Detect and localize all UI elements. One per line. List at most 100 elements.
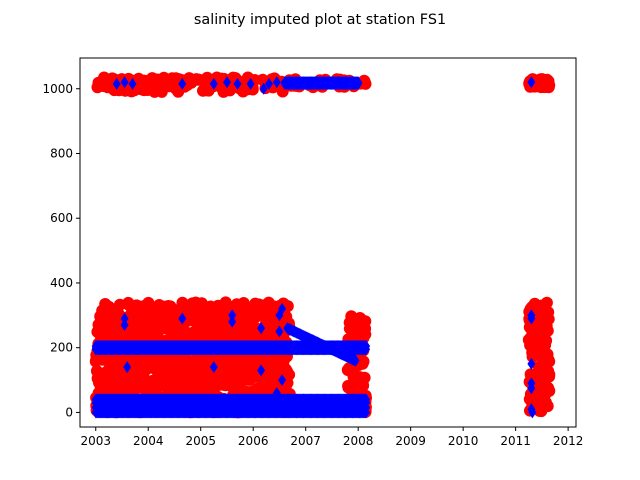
- plot-frame: [79, 57, 577, 428]
- red-point: [223, 330, 236, 343]
- x-tick-label: 2005: [185, 434, 216, 448]
- red-point: [356, 330, 369, 343]
- red-point: [524, 339, 537, 352]
- red-point: [202, 77, 215, 90]
- red-point: [187, 309, 200, 321]
- x-tick-label: 2008: [343, 434, 374, 448]
- red-point: [259, 376, 272, 389]
- red-point: [540, 296, 553, 309]
- x-tick-label: 2003: [80, 434, 111, 448]
- y-tick-label: 200: [50, 341, 73, 355]
- red-point: [242, 328, 255, 341]
- red-point: [98, 71, 111, 84]
- blue-point: [178, 312, 187, 325]
- blue-point: [246, 77, 255, 90]
- red-point: [184, 370, 197, 383]
- red-point: [214, 378, 227, 391]
- red-point: [197, 321, 210, 334]
- blue-point: [265, 77, 273, 90]
- blue-point: [120, 76, 129, 89]
- blue-point: [220, 403, 229, 416]
- red-point: [279, 363, 292, 376]
- blue-point: [233, 77, 242, 90]
- blue-point: [527, 312, 536, 325]
- y-tick-label: 400: [50, 276, 73, 290]
- red-point: [164, 300, 177, 313]
- blue-point: [362, 393, 371, 406]
- blue-point: [120, 312, 129, 325]
- red-point: [219, 296, 232, 309]
- plot-area: [89, 71, 556, 419]
- y-tick-label: 1000: [42, 82, 73, 96]
- red-point: [145, 375, 158, 388]
- blue-point: [112, 77, 121, 90]
- red-point: [114, 366, 127, 379]
- red-point: [537, 381, 550, 394]
- blue-point: [249, 404, 258, 417]
- red-point: [230, 298, 243, 311]
- red-point: [105, 329, 118, 342]
- red-point: [541, 324, 554, 337]
- y-axis: 0 200 400 600 800 1000: [42, 82, 80, 419]
- y-tick-label: 0: [65, 405, 73, 419]
- red-point: [96, 327, 108, 340]
- red-point: [261, 300, 274, 313]
- red-point: [198, 374, 211, 387]
- blue-point: [278, 302, 287, 315]
- chart-title: salinity imputed plot at station FS1: [194, 12, 446, 28]
- red-point: [151, 73, 164, 86]
- red-point: [109, 312, 122, 325]
- x-tick-label: 2004: [133, 434, 164, 448]
- x-tick-label: 2006: [238, 434, 269, 448]
- red-point: [178, 298, 191, 311]
- y-tick-label: 800: [50, 146, 73, 160]
- red-point: [139, 359, 151, 372]
- blue-point: [259, 82, 268, 95]
- blue-point: [272, 76, 281, 89]
- blue-point: [209, 361, 218, 374]
- red-point: [97, 306, 109, 319]
- red-point: [185, 76, 198, 89]
- blue-point: [123, 361, 132, 374]
- red-point: [534, 402, 547, 415]
- red-point: [140, 325, 153, 338]
- blue-point: [120, 319, 129, 331]
- blue-point: [262, 404, 271, 417]
- blue-point: [354, 76, 363, 89]
- red-point: [159, 358, 172, 371]
- red-point: [541, 348, 554, 361]
- red-point: [117, 381, 130, 394]
- red-point: [204, 308, 217, 321]
- blue-point: [123, 400, 132, 412]
- red-point: [129, 314, 142, 327]
- blue-point: [223, 76, 231, 89]
- red-point: [526, 350, 539, 363]
- red-point: [169, 80, 182, 93]
- red-point: [101, 364, 114, 377]
- x-tick-label: 2012: [553, 434, 584, 448]
- red-point: [166, 366, 179, 379]
- red-point: [166, 319, 179, 332]
- blue-point: [527, 382, 536, 395]
- blue-point: [278, 374, 287, 387]
- red-point: [349, 319, 361, 332]
- blue-point: [351, 354, 360, 367]
- blue-point: [527, 76, 536, 89]
- red-point: [225, 357, 237, 369]
- blue-point: [272, 387, 281, 399]
- blue-point: [528, 406, 537, 419]
- x-tick-label: 2007: [290, 434, 321, 448]
- blue-point: [257, 364, 266, 377]
- red-point: [160, 377, 173, 389]
- red-point: [134, 83, 147, 96]
- red-point: [246, 312, 259, 325]
- blue-point: [228, 315, 237, 328]
- blue-point: [362, 340, 371, 353]
- red-point: [125, 85, 138, 98]
- blue-point: [178, 77, 187, 90]
- red-point: [154, 310, 167, 323]
- blue-series: [91, 76, 537, 419]
- red-point: [150, 84, 163, 97]
- blue-point: [228, 309, 237, 322]
